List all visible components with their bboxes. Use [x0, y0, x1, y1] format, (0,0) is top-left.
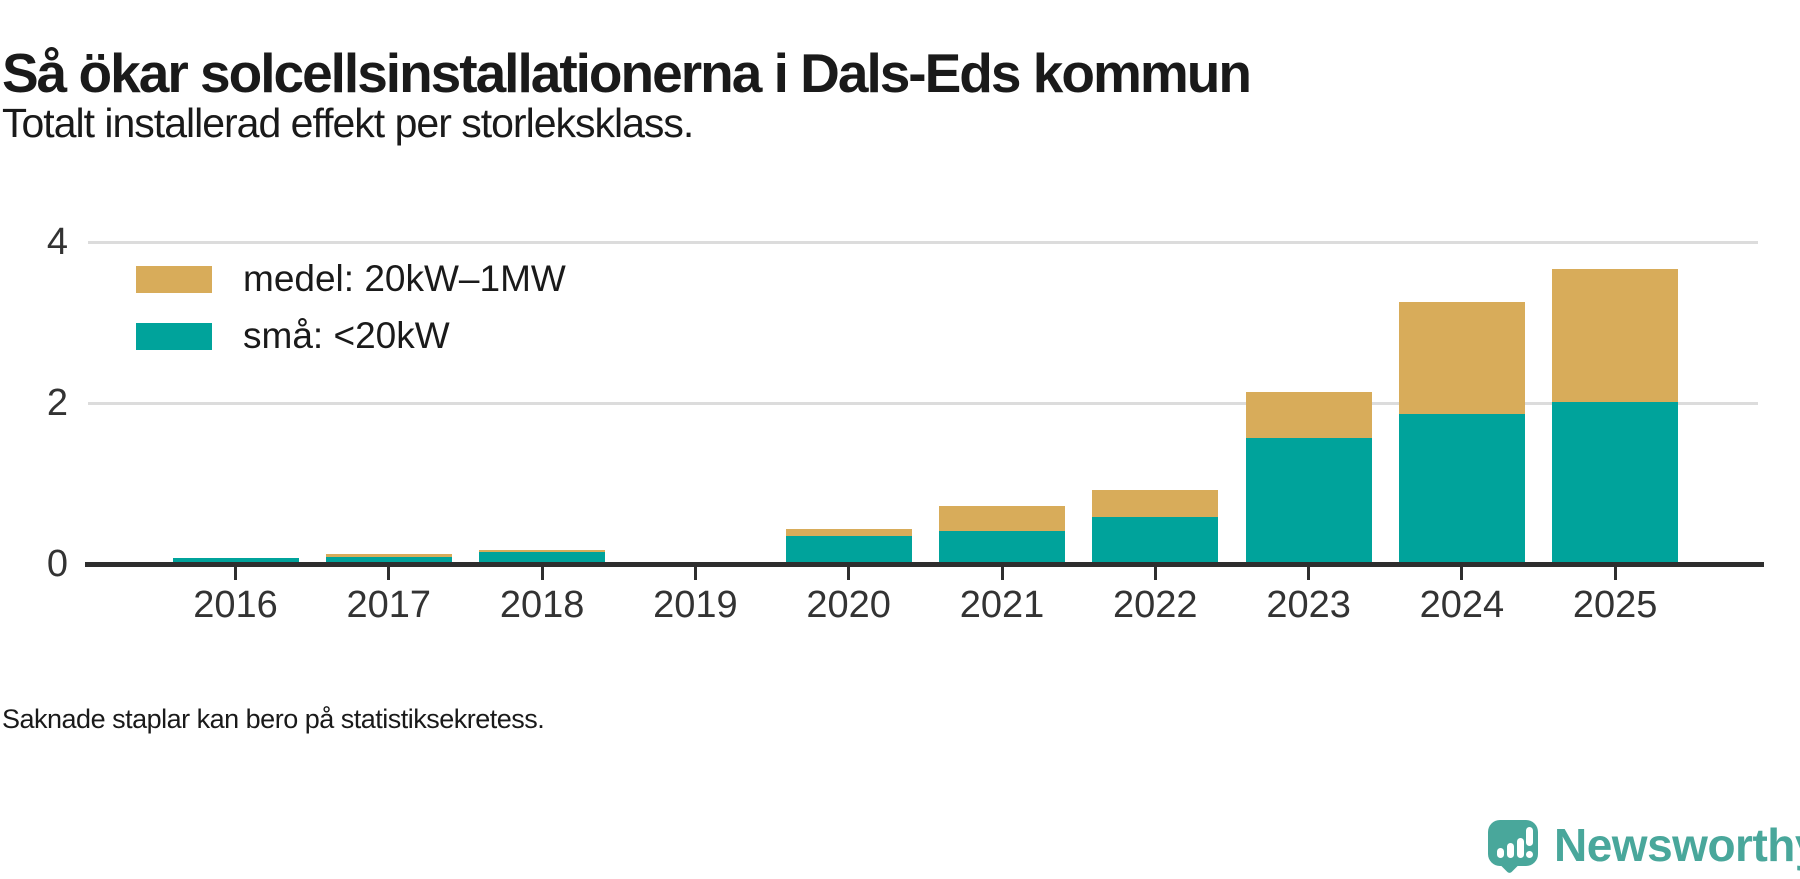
x-axis-tick-2022: [1153, 566, 1157, 580]
x-axis-tick-2025: [1613, 566, 1617, 580]
bar-2021-medium: [939, 506, 1065, 531]
legend-swatch-medel: [136, 266, 212, 293]
bar-2025-small: [1552, 402, 1679, 564]
x-axis-label-2022: 2022: [1113, 584, 1198, 626]
gridline-y2: [88, 401, 1758, 405]
bar-2023-small: [1245, 437, 1372, 564]
x-axis-label-2023: 2023: [1266, 584, 1351, 626]
bar-2024-small: [1398, 414, 1525, 564]
bar-2016-small: [172, 558, 299, 564]
gridline-y4: [88, 240, 1758, 244]
x-axis-label-2018: 2018: [499, 584, 585, 626]
x-axis-label-2024: 2024: [1419, 584, 1505, 626]
y-axis-label-0: 0: [46, 543, 68, 585]
x-axis-label-2020: 2020: [806, 584, 891, 626]
x-axis-label-2021: 2021: [959, 584, 1045, 626]
x-axis-tick-2018: [540, 566, 544, 580]
x-axis-line: [85, 562, 1764, 567]
bar-2022-medium: [1092, 489, 1219, 518]
bar-2021-small: [939, 530, 1065, 564]
bar-2022-small: [1092, 517, 1219, 564]
brand-name: Newsworthy: [1554, 819, 1800, 871]
bar-2024-medium: [1398, 302, 1525, 415]
bar-2025-medium: [1552, 269, 1679, 403]
chart-subtitle: Totalt installerad effekt per storlekskl…: [2, 100, 694, 146]
x-axis-tick-2017: [387, 566, 391, 580]
x-axis-tick-2019: [693, 566, 697, 580]
legend-swatch-sma: [136, 323, 212, 350]
x-axis-label-2017: 2017: [346, 584, 432, 626]
bar-2018-medium: [479, 549, 606, 552]
bar-2020-medium: [785, 528, 912, 536]
footnote: Saknade staplar kan bero på statistiksek…: [2, 704, 545, 734]
x-axis-label-2019: 2019: [653, 584, 738, 626]
x-axis-tick-2016: [234, 566, 237, 580]
bar-2017-medium: [325, 554, 452, 557]
chart-title: Så ökar solcellsinstallationerna i Dals-…: [2, 41, 1252, 104]
x-axis-tick-2024: [1460, 566, 1464, 580]
x-axis-tick-2020: [847, 566, 851, 580]
legend-label-medel: medel: 20kW–1MW: [243, 258, 566, 299]
bar-2017-small: [325, 556, 452, 564]
x-axis-label-2016: 2016: [193, 584, 278, 626]
x-axis-label-2025: 2025: [1572, 584, 1658, 626]
x-axis-tick-2023: [1307, 566, 1311, 580]
bar-2018-small: [479, 551, 606, 564]
legend-label-sma: små: <20kW: [243, 315, 450, 356]
newsworthy-logo: Newsworthy: [1488, 818, 1800, 879]
bar-2023-medium: [1245, 391, 1372, 438]
y-axis-label-4: 4: [46, 221, 68, 263]
bar-2020-small: [785, 535, 912, 564]
x-axis-tick-2021: [1000, 566, 1004, 580]
y-axis-label-2: 2: [46, 382, 68, 424]
logo-chart-bubble-icon: [1488, 820, 1538, 866]
